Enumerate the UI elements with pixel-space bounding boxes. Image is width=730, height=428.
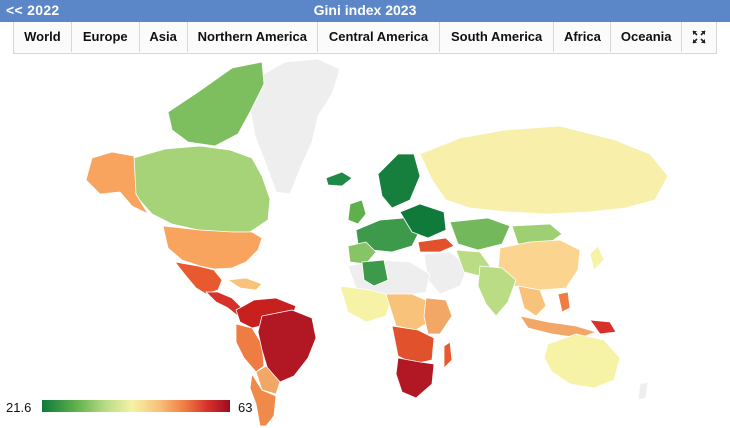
legend-min-label: 21.6	[6, 400, 32, 415]
legend-color-scale	[42, 400, 230, 412]
region-iberia[interactable]	[347, 241, 377, 265]
region-turkey[interactable]	[417, 237, 455, 253]
tab-central-america[interactable]: Central America	[318, 22, 440, 52]
tab-south-america[interactable]: South America	[440, 22, 555, 52]
region-mongolia[interactable]	[511, 223, 563, 245]
header-bar: << 2022 Gini index 2023	[0, 0, 730, 22]
region-southeast-asia[interactable]	[517, 285, 547, 317]
region-peru-ecuador[interactable]	[235, 323, 265, 373]
region-west-africa[interactable]	[339, 285, 393, 323]
region-indonesia[interactable]	[519, 315, 597, 339]
region-new-zealand[interactable]	[637, 381, 649, 401]
legend-max-label: 63	[238, 400, 253, 415]
region-canada[interactable]	[129, 145, 271, 233]
region-india[interactable]	[477, 265, 517, 317]
region-papua-new-guinea[interactable]	[589, 319, 617, 335]
region-bolivia-paraguay[interactable]	[255, 365, 281, 395]
region-southern-africa[interactable]	[395, 357, 435, 399]
tab-world[interactable]: World	[14, 22, 72, 52]
fullscreen-button[interactable]	[682, 22, 716, 52]
region-central-asia[interactable]	[449, 217, 511, 251]
region-australia[interactable]	[543, 333, 621, 389]
region-greenland[interactable]	[249, 58, 341, 195]
region-algeria[interactable]	[361, 259, 389, 287]
region-alaska[interactable]	[85, 151, 149, 215]
region-caribbean[interactable]	[227, 277, 263, 291]
region-philippines[interactable]	[557, 291, 571, 313]
region-brazil[interactable]	[257, 309, 317, 383]
page-title: Gini index 2023	[313, 2, 417, 18]
previous-year-button[interactable]: << 2022	[6, 2, 60, 18]
region-russia[interactable]	[419, 125, 669, 215]
fullscreen-icon	[692, 30, 706, 44]
region-canadian-arctic[interactable]	[167, 61, 265, 147]
tab-asia[interactable]: Asia	[140, 22, 188, 52]
region-madagascar[interactable]	[443, 341, 453, 369]
region-tabs: World Europe Asia Northern America Centr…	[13, 22, 717, 54]
region-scandinavia[interactable]	[377, 153, 421, 209]
tab-africa[interactable]: Africa	[554, 22, 612, 52]
region-southern-central-africa[interactable]	[391, 325, 435, 365]
region-east-africa[interactable]	[423, 297, 453, 335]
region-uk[interactable]	[347, 199, 367, 225]
region-mexico[interactable]	[174, 261, 223, 295]
region-iceland[interactable]	[325, 171, 353, 187]
region-argentina-chile[interactable]	[249, 373, 277, 427]
region-japan[interactable]	[589, 245, 605, 271]
world-choropleth-map	[85, 58, 669, 427]
region-usa[interactable]	[162, 225, 263, 270]
tab-northern-america[interactable]: Northern America	[188, 22, 319, 52]
tab-europe[interactable]: Europe	[72, 22, 140, 52]
region-eastern-europe[interactable]	[399, 203, 447, 239]
tab-oceania[interactable]: Oceania	[611, 22, 683, 52]
